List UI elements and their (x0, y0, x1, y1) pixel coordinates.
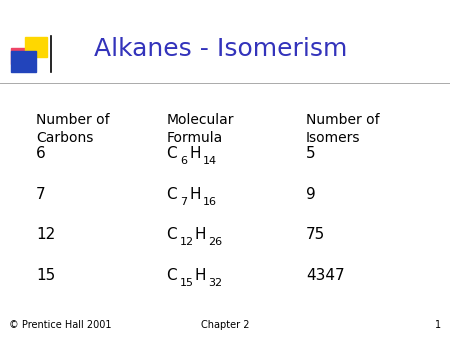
Bar (11, 48, 32, 64)
Text: 7: 7 (36, 187, 45, 202)
Text: 75: 75 (306, 227, 325, 242)
Text: Molecular
Formula: Molecular Formula (166, 113, 234, 145)
Text: 6: 6 (180, 156, 187, 166)
Text: H: H (195, 268, 207, 283)
Text: 12: 12 (180, 237, 194, 247)
Text: 6: 6 (36, 146, 46, 161)
Text: 9: 9 (306, 187, 316, 202)
Text: Chapter 2: Chapter 2 (201, 319, 249, 330)
Text: 26: 26 (208, 237, 222, 247)
Text: H: H (189, 187, 201, 202)
Text: © Prentice Hall 2001: © Prentice Hall 2001 (9, 319, 112, 330)
Text: 4347: 4347 (306, 268, 345, 283)
Bar (25, 37, 47, 57)
Bar (11, 51, 36, 72)
Text: Alkanes - Isomerism: Alkanes - Isomerism (94, 37, 348, 61)
Text: C: C (166, 146, 177, 161)
Text: Number of
Isomers: Number of Isomers (306, 113, 380, 145)
Text: 32: 32 (208, 278, 222, 288)
Text: 15: 15 (36, 268, 55, 283)
Text: 12: 12 (36, 227, 55, 242)
Text: 15: 15 (180, 278, 194, 288)
Text: H: H (189, 146, 201, 161)
Text: C: C (166, 227, 177, 242)
Text: 5: 5 (306, 146, 315, 161)
Text: C: C (166, 268, 177, 283)
Text: Number of
Carbons: Number of Carbons (36, 113, 110, 145)
Text: 14: 14 (202, 156, 216, 166)
Text: 16: 16 (202, 197, 216, 207)
Text: 7: 7 (180, 197, 187, 207)
Text: C: C (166, 187, 177, 202)
Text: H: H (195, 227, 207, 242)
Text: 1: 1 (435, 319, 441, 330)
